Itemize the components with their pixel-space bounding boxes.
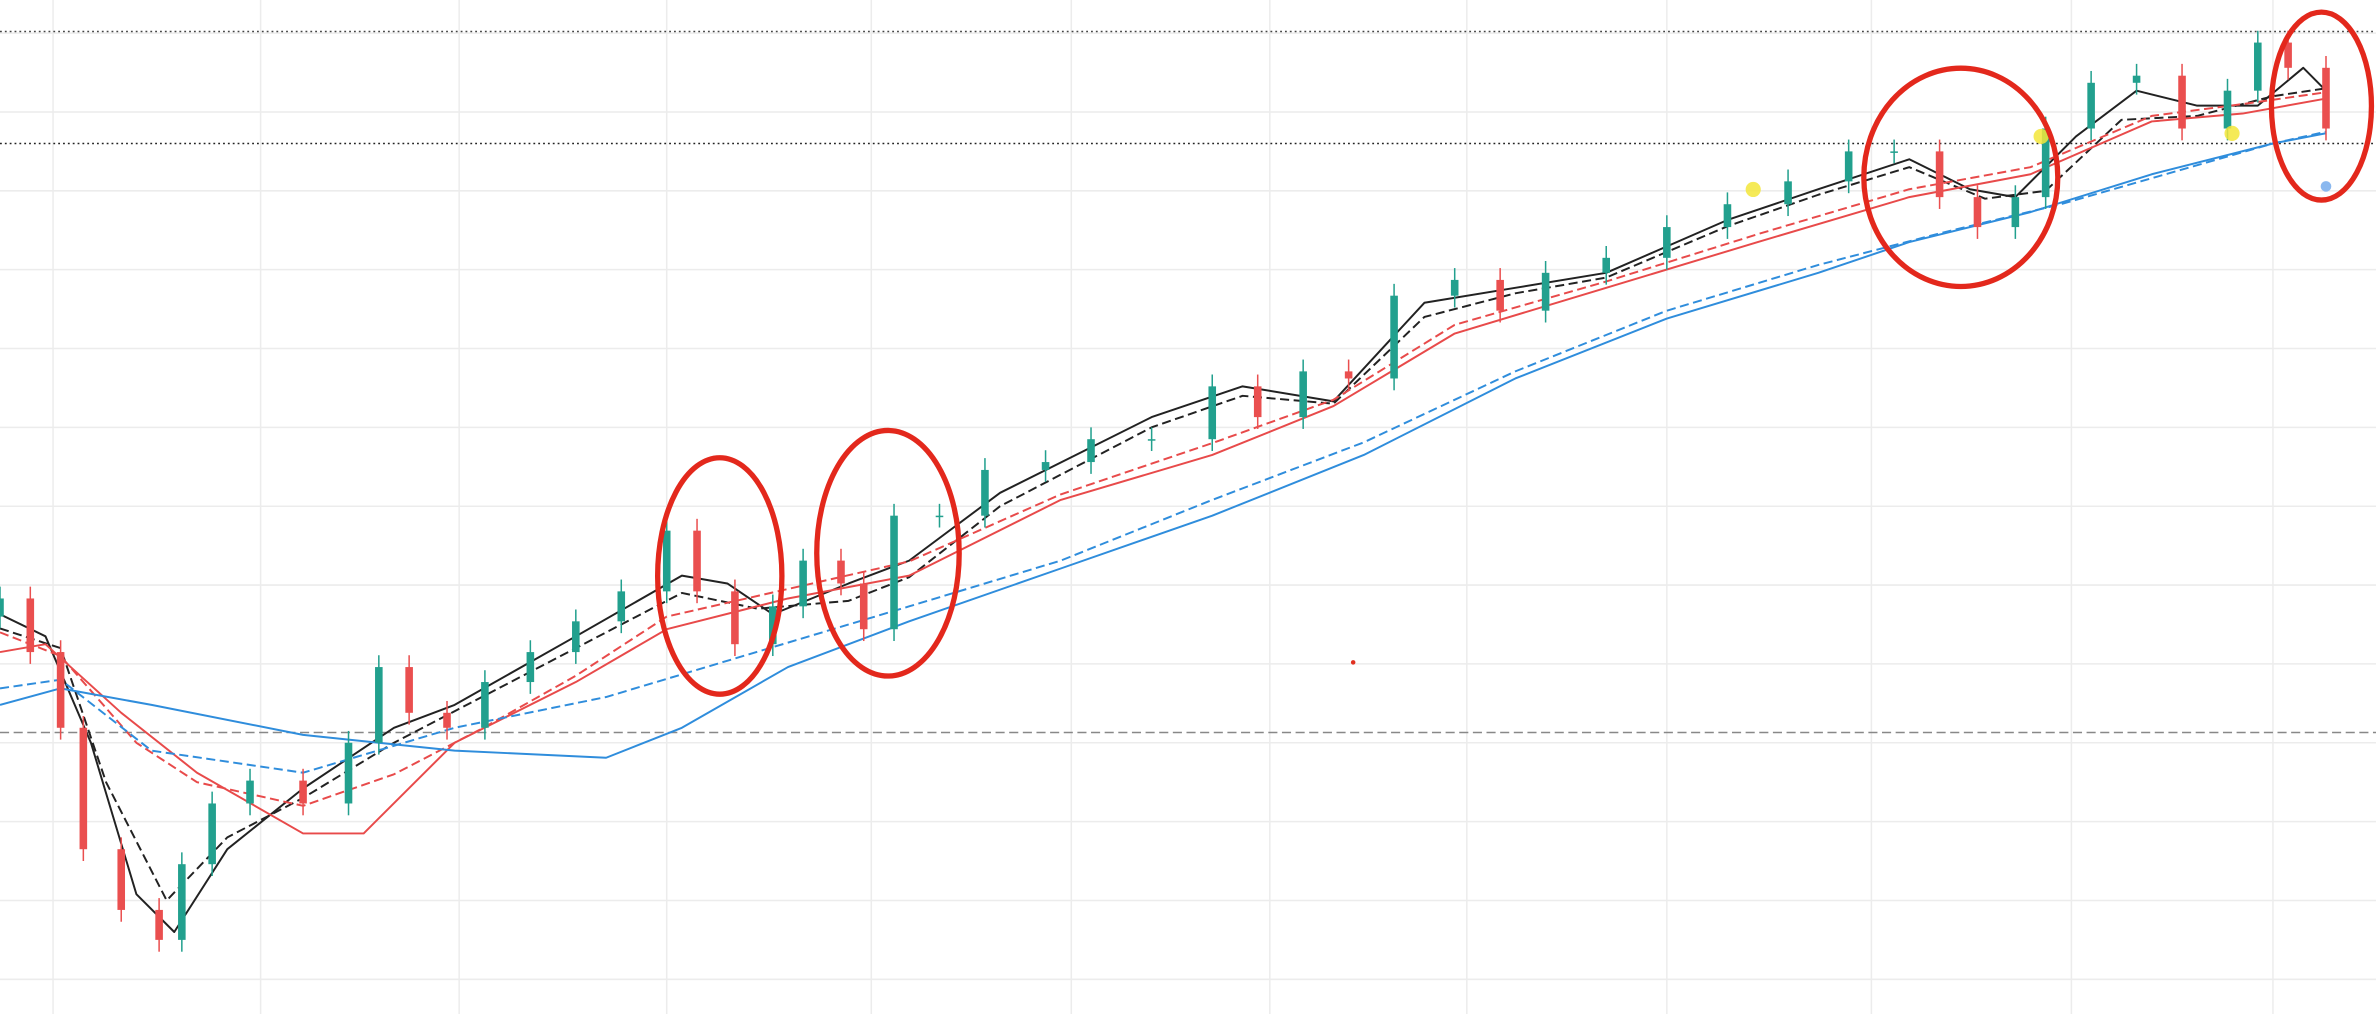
candle-body <box>1496 279 1504 311</box>
candle-body <box>178 864 186 940</box>
candle-body <box>117 849 126 910</box>
candle-body <box>1723 204 1732 228</box>
candle-body <box>890 515 898 630</box>
candle-body <box>837 560 845 584</box>
candle-body <box>1890 151 1898 153</box>
candle-body <box>208 803 216 865</box>
candle-body <box>2011 197 2020 228</box>
candle-body <box>155 909 163 940</box>
candle-body <box>79 727 88 850</box>
candle-body <box>1344 371 1353 379</box>
highlight-circle <box>2268 9 2375 203</box>
candle-body <box>1147 439 1156 441</box>
signal-dot <box>2033 128 2049 144</box>
candle-body <box>405 667 413 713</box>
signal-dot <box>1350 660 1356 665</box>
candle-body <box>299 780 307 804</box>
candle-body <box>1602 257 1611 273</box>
markers <box>1350 125 2332 665</box>
candle-body <box>981 469 989 516</box>
candle-body <box>2322 67 2330 129</box>
candle-body <box>1784 181 1792 205</box>
signal-dot <box>2224 125 2240 141</box>
candle-body <box>481 682 489 728</box>
highlight-circle <box>1861 65 2061 290</box>
candles <box>0 30 2330 952</box>
candle-body <box>799 560 807 607</box>
candle-body <box>2178 75 2186 129</box>
candle-body <box>859 583 868 630</box>
candle-body <box>344 742 353 804</box>
candle-body <box>2041 128 2050 198</box>
candle-body <box>572 621 580 653</box>
candle-body <box>1450 279 1459 296</box>
candle-body <box>375 667 383 743</box>
candle-body <box>2132 75 2141 83</box>
highlight-circle <box>814 427 962 679</box>
candle-body <box>526 652 535 683</box>
candle-body <box>1390 295 1398 379</box>
candle-body <box>2223 90 2232 129</box>
candle-body <box>769 606 777 645</box>
candle-body <box>1541 272 1550 311</box>
candle-body <box>1973 197 1982 228</box>
candle-body <box>1935 151 1944 198</box>
candle-body <box>1663 227 1671 258</box>
candle-body <box>1253 386 1262 418</box>
candle-body <box>1844 151 1853 182</box>
candle-body <box>26 598 35 653</box>
candle-body <box>2254 42 2262 91</box>
candle-body <box>56 652 65 728</box>
reference-lines <box>0 30 2376 734</box>
signal-dot <box>1745 181 1761 198</box>
candle-body <box>0 598 4 617</box>
candle-body <box>1208 386 1217 440</box>
candle-body <box>2284 42 2292 68</box>
candle-body <box>443 712 451 728</box>
candle-body <box>1087 439 1095 463</box>
candle-body <box>935 515 944 518</box>
candle-body <box>731 591 739 645</box>
candle-body <box>617 591 626 622</box>
highlight-circle <box>654 455 785 697</box>
candle-body <box>662 530 671 592</box>
candle-body <box>1041 462 1050 470</box>
candle-body <box>1299 371 1307 418</box>
candle-body <box>2087 82 2095 129</box>
candle-body <box>693 530 701 592</box>
candle-body <box>246 780 254 804</box>
highlights <box>654 9 2375 697</box>
signal-dot <box>2320 181 2332 192</box>
